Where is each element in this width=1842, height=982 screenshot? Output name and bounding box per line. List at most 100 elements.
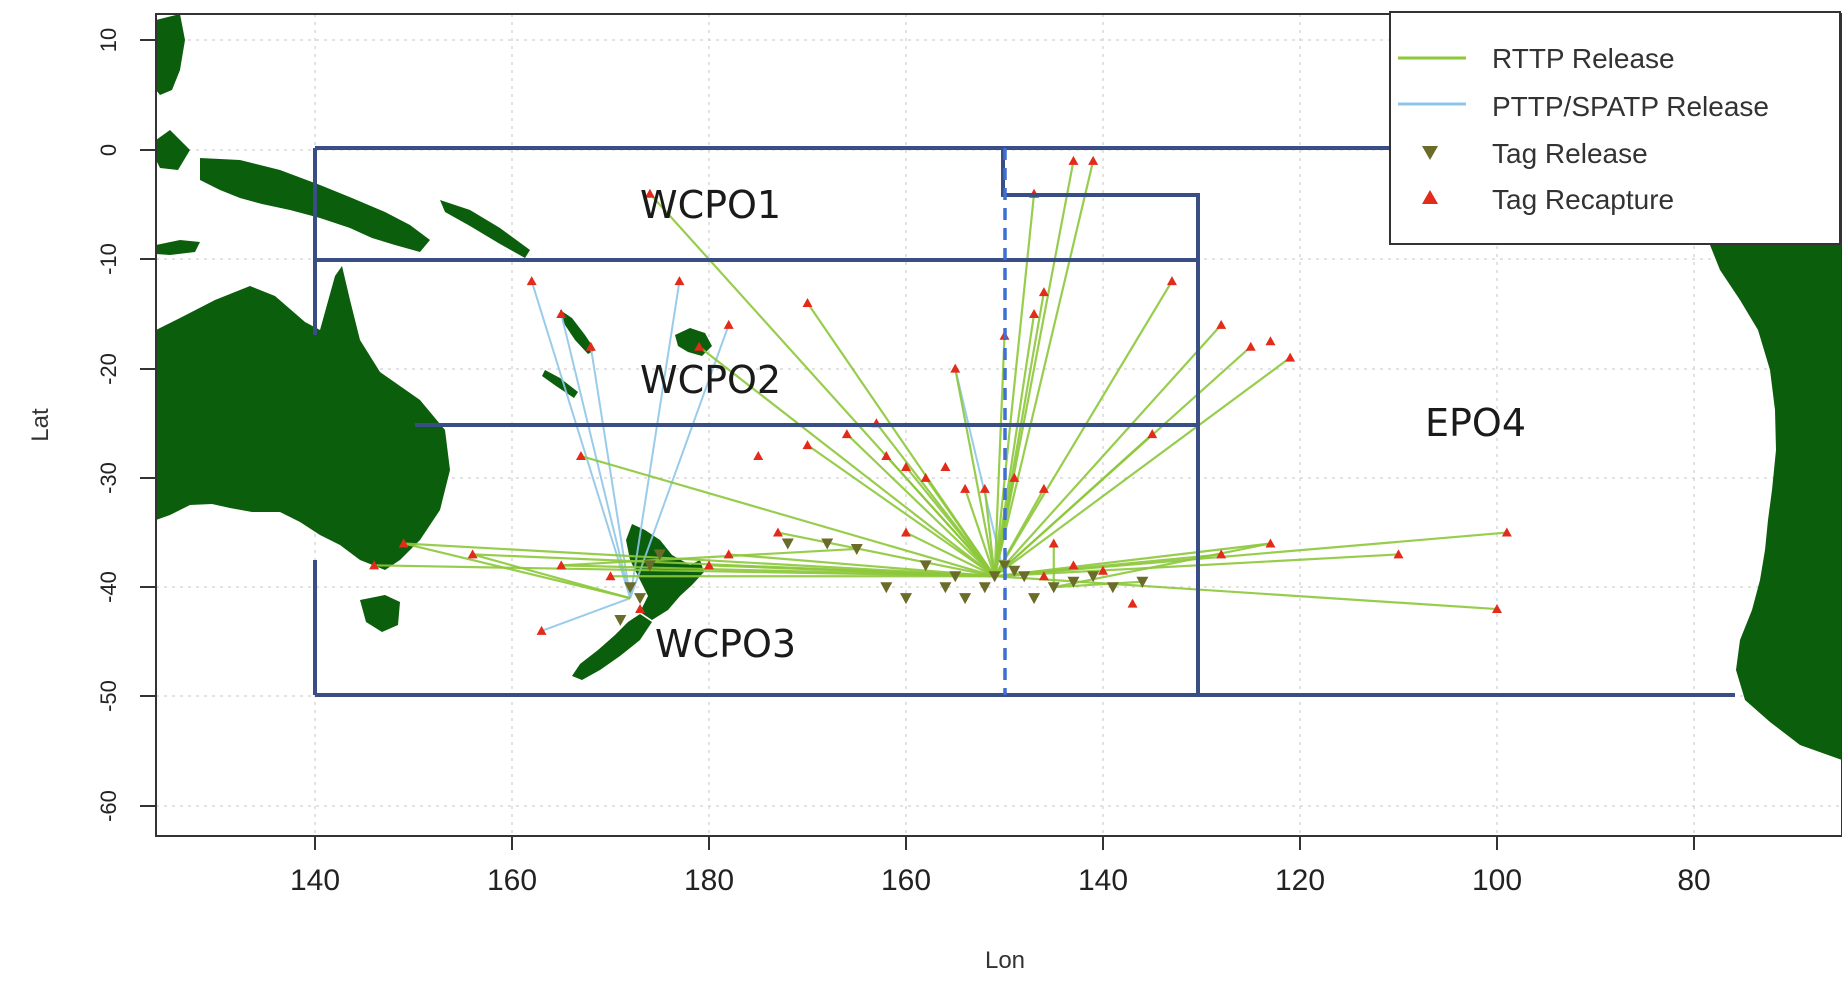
pttp-track-line xyxy=(530,280,632,599)
rttp-track-line xyxy=(905,531,996,578)
rttp-track-line xyxy=(993,324,1223,578)
tag-release-marker xyxy=(1087,571,1100,583)
legend-rttp-label: RTTP Release xyxy=(1492,43,1675,74)
tag-recapture-marker xyxy=(398,538,409,548)
australia-land xyxy=(156,266,450,570)
tag-recapture-marker xyxy=(635,604,646,614)
land-masses xyxy=(156,14,1842,760)
rttp-track-line xyxy=(403,542,631,600)
rttp-track-line xyxy=(993,291,1045,577)
tag-recapture-marker xyxy=(940,461,951,471)
tag-release-marker xyxy=(614,614,627,626)
tag-recapture-marker xyxy=(772,527,783,537)
x-tick-label: 180 xyxy=(684,864,734,897)
tag-recapture-marker xyxy=(802,298,813,308)
tag-release-marker xyxy=(900,593,912,605)
tag-recapture-marker xyxy=(950,363,961,373)
rttp-track-line xyxy=(708,564,995,578)
tag-release-marker xyxy=(949,571,962,583)
tag-recapture-marker xyxy=(1501,527,1512,537)
rttp-track-line xyxy=(994,553,1222,578)
tag-recapture-marker xyxy=(1088,155,1099,165)
tag-release-marker xyxy=(959,593,972,605)
rttp-track-line xyxy=(1053,580,1143,589)
solomons-land xyxy=(440,200,530,258)
x-axis-title: Lon xyxy=(985,947,1025,974)
rttp-track-line xyxy=(374,564,995,578)
rttp-track-line xyxy=(993,477,1016,577)
y-axis-title: Lat xyxy=(27,408,54,442)
tag-recapture-marker xyxy=(556,308,567,318)
tag-recapture-marker xyxy=(1285,352,1296,362)
tag-recapture-marker xyxy=(1029,308,1040,318)
tag-release-marker xyxy=(781,538,794,550)
y-tick-label: -50 xyxy=(96,680,121,712)
legend-release-triangle-icon xyxy=(1422,146,1438,160)
rttp-track-line xyxy=(993,280,1173,577)
x-tick-label: 100 xyxy=(1472,864,1522,897)
tag-recapture-marker xyxy=(1068,560,1079,570)
tag-recapture-marker xyxy=(841,429,852,439)
tag-recapture-marker xyxy=(1147,429,1158,439)
tag-recapture-marker xyxy=(605,571,616,581)
rttp-track-line xyxy=(806,444,996,578)
tag-recapture-marker xyxy=(1492,604,1502,614)
tag-recapture-marker xyxy=(802,440,813,450)
south-america-land xyxy=(1705,208,1842,760)
rttp-track-line xyxy=(1053,542,1271,589)
tag-recapture-marker xyxy=(901,461,911,471)
tag-release-marker xyxy=(1047,582,1060,594)
pttp-track-line xyxy=(560,313,632,599)
tag-recapture-marker xyxy=(1038,571,1049,581)
tag-recapture-marker xyxy=(1216,549,1227,559)
tag-recapture-marker xyxy=(723,549,734,559)
tag-recapture-marker xyxy=(1009,472,1020,482)
y-tick-label: -10 xyxy=(96,243,121,275)
rttp-track-line xyxy=(993,335,1006,577)
rttp-track-line xyxy=(964,488,996,577)
rttp-track-line xyxy=(806,302,996,577)
legend-pttp-label: PTTP/SPATP Release xyxy=(1492,91,1769,122)
rttp-track-line xyxy=(649,192,996,578)
tag-recapture-marker xyxy=(1127,598,1138,608)
nz-north-island-land xyxy=(626,524,704,620)
legend-recapture-label: Tag Recapture xyxy=(1492,184,1674,215)
tag-release-marker xyxy=(1106,582,1119,594)
x-tick-label: 120 xyxy=(1275,864,1325,897)
y-tick-label: -20 xyxy=(96,353,121,385)
tag-release-marker xyxy=(634,593,647,605)
tag-recapture-marker xyxy=(723,319,734,329)
pttp-track-line xyxy=(629,324,730,599)
tag-recapture-marker xyxy=(1098,565,1108,575)
tag-recapture-marker xyxy=(1068,155,1079,165)
x-tick-label: 140 xyxy=(290,864,340,897)
rttp-track-line xyxy=(561,547,857,567)
tag-release-marker xyxy=(998,560,1011,572)
tag-recapture-marker xyxy=(1216,319,1227,329)
tag-recapture-marker xyxy=(753,451,764,461)
y-tick-label: -40 xyxy=(96,571,121,603)
rttp-track-line xyxy=(993,160,1095,577)
tag-recapture-marker xyxy=(1038,483,1049,493)
tag-release-marker xyxy=(1067,576,1080,588)
tag-recapture-marker xyxy=(536,625,547,635)
tag-release-marker xyxy=(919,560,932,572)
x-tick-label: 80 xyxy=(1677,864,1710,897)
boundary-epo-step xyxy=(1001,148,1200,695)
y-axis-ticks: 10 0 -10 -20 -30 -40 -50 -60 xyxy=(96,28,156,822)
tag-release-marker xyxy=(643,560,656,572)
tag-recapture-marker xyxy=(644,188,655,198)
tag-recapture-marker xyxy=(1166,276,1177,286)
tag-recapture-marker xyxy=(467,549,478,559)
tag-release-marker xyxy=(653,549,666,561)
region-boundaries xyxy=(313,146,1735,697)
rttp-track-line xyxy=(993,356,1291,578)
tag-release-marker xyxy=(1008,565,1021,577)
pttp-track-line xyxy=(629,281,681,599)
tag-recapture-marker xyxy=(1265,538,1276,548)
tag-release-marker xyxy=(988,571,1001,583)
new-caledonia-land xyxy=(542,370,578,398)
tag-recapture-marker xyxy=(1265,336,1276,346)
tag-recapture-marker xyxy=(960,483,971,493)
region-label-epo4: EPO4 xyxy=(1425,401,1526,445)
